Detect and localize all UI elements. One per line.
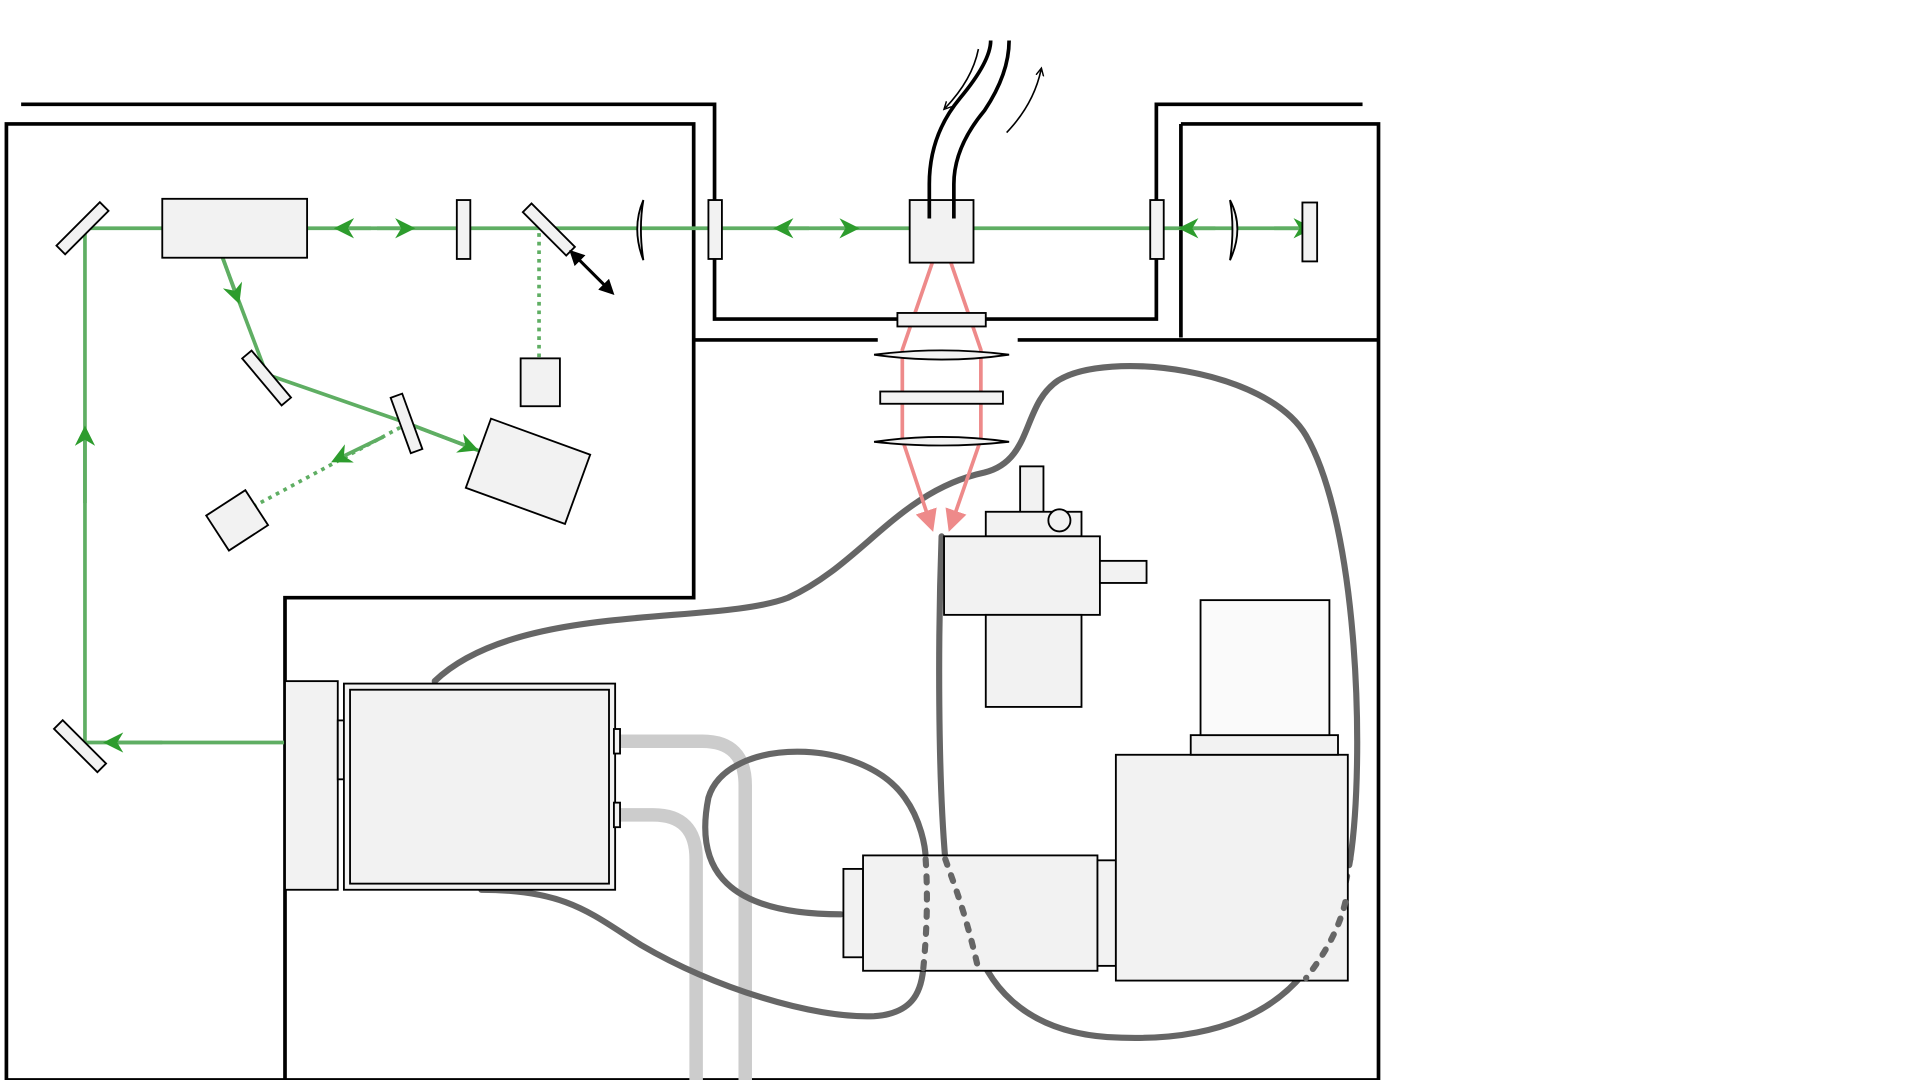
laser-mount-plate [284,680,339,891]
imaging-lens-1 [873,349,1010,361]
gas-feedthrough [927,40,1011,219]
gas-flow-arrows [945,48,1041,134]
beam-reflection-arrow [331,435,384,463]
power-detector [464,417,592,526]
beam-detector-arrow [419,426,479,453]
waveplate-1 [455,199,472,260]
lens-2 [1229,199,1239,261]
spectrometer-neck [1189,734,1339,756]
cable-laser-to-stage [431,363,1361,863]
turning-mirror [240,349,293,407]
laser-head [284,680,621,891]
camera-connector [842,867,864,959]
gas-tube-2 [952,40,1011,219]
spectrometer-head [1199,599,1331,737]
laser-beam-path [74,226,1309,753]
coolant-hose-2 [613,808,703,1080]
camera-spectrometer [842,599,1349,982]
coolant-hose-1 [613,734,752,1080]
lens-1 [636,199,645,261]
end-mirror [1301,201,1319,263]
stage-knob [1047,508,1072,533]
photodiode-small [204,488,270,552]
window-1 [707,199,723,260]
imaging-ray-left [900,235,944,532]
hidden-cable-overlay [920,856,1349,982]
cable-right-loop [969,929,1332,1041]
cable-laser-bottom [478,886,927,1020]
mirror-top-left [55,200,110,256]
cable-camera-left [702,748,929,918]
sample-stage [943,465,1148,708]
gas-outflow-arrow [1006,70,1041,134]
filter-plate [879,390,1004,405]
window-2 [1149,199,1165,260]
camera-coupler [1096,859,1117,967]
pickoff-window [389,392,424,455]
movable-indicator-arrow [569,249,615,296]
stage-post [1019,465,1045,514]
hidden-cable-2 [920,856,930,973]
beam-reflection-dotted [247,421,409,511]
stage-base [984,613,1083,708]
mirror-bottom-left [52,718,108,774]
cable-stage-down [936,533,949,863]
laser-port-1 [612,728,621,755]
hidden-cable-1 [942,856,982,973]
right-box-wall [284,122,1381,1080]
spectrometer-body [1114,753,1349,982]
sample-cell [908,199,975,264]
photodiode-top [519,357,561,408]
laser-port-2 [612,801,621,829]
laser-body-inner [349,688,610,885]
camera-body [862,854,1099,972]
imaging-lens-2 [873,435,1010,447]
optical-components [52,197,1319,774]
stage-side-arm [1098,559,1148,584]
imaging-beam [900,235,983,532]
left-box-wall [4,122,696,1080]
coolant-hoses [613,734,752,1080]
viewport-window [896,312,987,328]
gas-inflow-arrow [945,48,980,108]
laser-crystal [161,197,309,259]
gas-tube-1 [927,40,993,219]
stage-body [943,535,1101,616]
